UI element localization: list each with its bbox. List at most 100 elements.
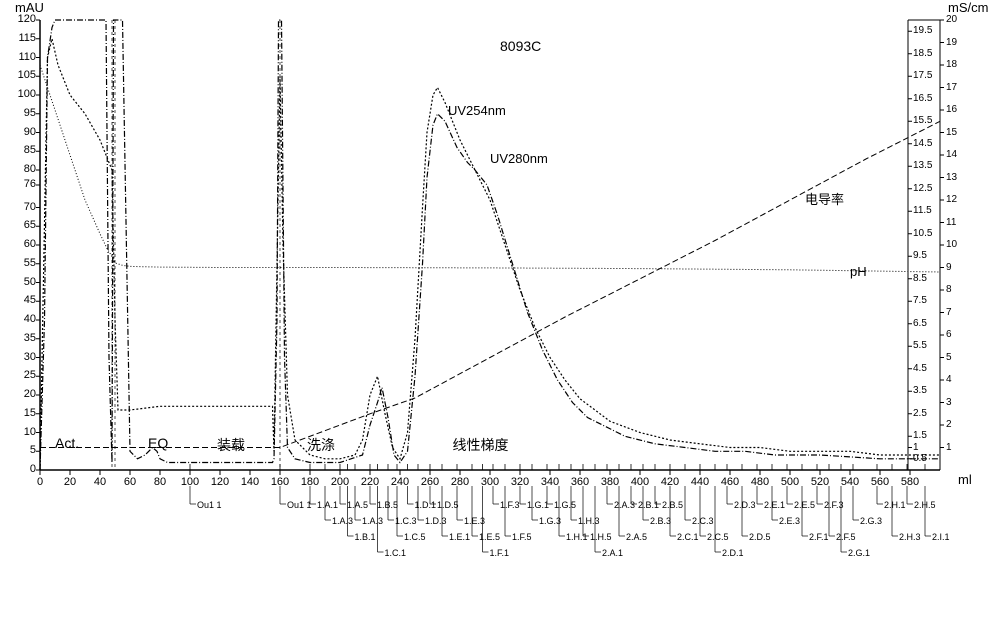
fraction-label: 2.D.5 — [749, 532, 771, 542]
left-tick: 100 — [10, 88, 36, 100]
right-tick-outer: 8 — [946, 284, 952, 295]
x-tick: 40 — [88, 476, 112, 488]
x-tick: 440 — [688, 476, 712, 488]
fraction-label: 1.F.1 — [490, 548, 510, 558]
right-tick-inner: 9.5 — [913, 250, 927, 261]
fraction-label: 1.A.3 — [332, 516, 353, 526]
x-tick: 260 — [418, 476, 442, 488]
fraction-label: 2.A.3 — [614, 500, 635, 510]
right-tick-outer: 17 — [946, 82, 957, 93]
fraction-label: 1.H.5 — [590, 532, 612, 542]
x-tick: 240 — [388, 476, 412, 488]
right-tick-inner: 4.5 — [913, 363, 927, 374]
right-tick-outer: 20 — [946, 14, 957, 25]
right-tick-inner: 16.5 — [913, 93, 932, 104]
fraction-label: 1.B.1 — [355, 532, 376, 542]
left-tick: 65 — [10, 219, 36, 231]
fraction-label: 2.D.1 — [722, 548, 744, 558]
fraction-label: 1.C.5 — [404, 532, 426, 542]
annotation-pH: pH — [850, 264, 867, 279]
x-tick: 520 — [808, 476, 832, 488]
right-tick-outer: 15 — [946, 127, 957, 138]
fraction-label: 1.F.3 — [500, 500, 520, 510]
fraction-label: 1.A.3 — [362, 516, 383, 526]
right-tick-inner: 11.5 — [913, 205, 932, 216]
right-tick-inner: 12.5 — [913, 183, 932, 194]
left-tick: 20 — [10, 388, 36, 400]
fraction-label: 2.B.3 — [650, 516, 671, 526]
fraction-label: 1.E.3 — [464, 516, 485, 526]
x-tick: 500 — [778, 476, 802, 488]
right-tick-inner: 7.5 — [913, 295, 927, 306]
left-tick: 90 — [10, 126, 36, 138]
left-tick: 105 — [10, 69, 36, 81]
fraction-label: 2.A.5 — [626, 532, 647, 542]
left-tick: 60 — [10, 238, 36, 250]
x-tick: 120 — [208, 476, 232, 488]
phase-label: Act. — [55, 435, 79, 451]
fraction-label: 1.H.3 — [578, 516, 600, 526]
fraction-label: 1.D.5 — [437, 500, 459, 510]
right-tick-inner: 1 — [913, 442, 919, 453]
x-tick: 320 — [508, 476, 532, 488]
left-tick: 0 — [10, 463, 36, 475]
left-tick: 30 — [10, 351, 36, 363]
left-tick: 80 — [10, 163, 36, 175]
left-tick: 45 — [10, 294, 36, 306]
fraction-label: 2.F.1 — [809, 532, 829, 542]
right-tick-inner: 0.5 — [913, 453, 927, 464]
x-tick: 300 — [478, 476, 502, 488]
right-tick-outer: 14 — [946, 149, 957, 160]
right-tick-inner: 13.5 — [913, 160, 932, 171]
right-tick-inner: 6.5 — [913, 318, 927, 329]
annotation-UV254nm: UV254nm — [448, 103, 506, 118]
fraction-label: 1.G.1 — [527, 500, 549, 510]
x-tick: 180 — [298, 476, 322, 488]
fraction-label: 2.B.5 — [662, 500, 683, 510]
left-tick: 5 — [10, 444, 36, 456]
fraction-label: 1.C.3 — [395, 516, 417, 526]
right-tick-outer: 12 — [946, 194, 957, 205]
right-tick-inner: 14.5 — [913, 138, 932, 149]
left-tick: 50 — [10, 276, 36, 288]
right-tick-outer: 3 — [946, 397, 952, 408]
fraction-label: 2.F.3 — [824, 500, 844, 510]
right-tick-outer: 19 — [946, 37, 957, 48]
fraction-label: 2.G.3 — [860, 516, 882, 526]
right-tick-inner: 8.5 — [913, 273, 927, 284]
fraction-label: 1.G.5 — [554, 500, 576, 510]
x-tick: 360 — [568, 476, 592, 488]
x-tick: 280 — [448, 476, 472, 488]
left-tick: 95 — [10, 107, 36, 119]
left-tick: 120 — [10, 13, 36, 25]
x-tick: 220 — [358, 476, 382, 488]
left-tick: 115 — [10, 32, 36, 44]
x-tick: 340 — [538, 476, 562, 488]
x-tick: 60 — [118, 476, 142, 488]
right-tick-outer: 2 — [946, 419, 952, 430]
x-tick: 460 — [718, 476, 742, 488]
fraction-label: 2.C.5 — [707, 532, 729, 542]
right-tick-outer: 5 — [946, 352, 952, 363]
x-tick: 160 — [268, 476, 292, 488]
right-tick-inner: 15.5 — [913, 115, 932, 126]
fraction-label: 1.D.3 — [425, 516, 447, 526]
right-tick-outer: 1 — [946, 442, 952, 453]
annotation-电导率: 电导率 — [805, 189, 844, 208]
fraction-label: 2.F.5 — [836, 532, 856, 542]
fraction-label: 2.A.1 — [602, 548, 623, 558]
fraction-label: 1.B.5 — [377, 500, 398, 510]
left-tick: 70 — [10, 201, 36, 213]
x-tick: 420 — [658, 476, 682, 488]
fraction-label: 2.C.1 — [677, 532, 699, 542]
phase-label: 洗涤 — [307, 435, 335, 455]
right-tick-inner: 2.5 — [913, 408, 927, 419]
right-tick-outer: 7 — [946, 307, 952, 318]
fraction-label: 1.G.3 — [539, 516, 561, 526]
fraction-label: 2.I.1 — [932, 532, 950, 542]
right-tick-outer: 6 — [946, 329, 952, 340]
right-tick-inner: 19.5 — [913, 25, 932, 36]
chromatogram-plot — [40, 20, 940, 470]
x-tick: 200 — [328, 476, 352, 488]
x-tick: 560 — [868, 476, 892, 488]
